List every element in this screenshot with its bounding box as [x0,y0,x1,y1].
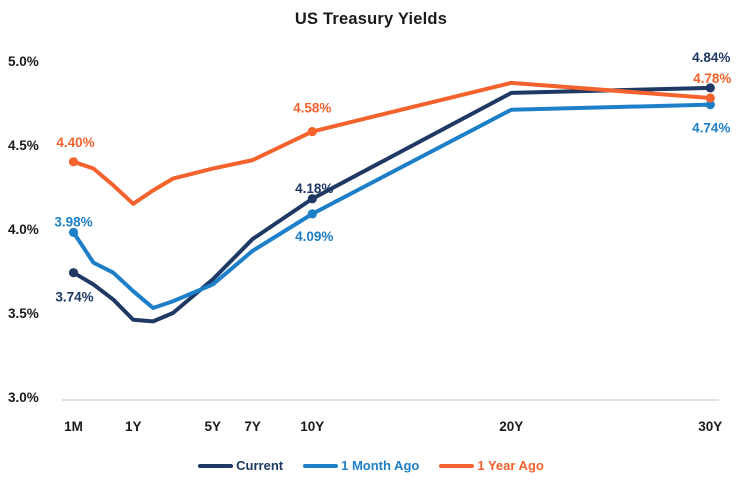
data-point-label-current-10y: 4.18% [295,181,333,196]
y-axis-tick-label: 3.5% [8,306,39,321]
series-line-1-month-ago [71,102,713,310]
legend-line-swatch-current [198,463,234,468]
data-point-marker-1-year-ago-10y [307,126,317,137]
x-axis-tick-label: 20Y [499,419,523,434]
legend-item-current: Current [198,458,283,473]
x-axis-tick-label: 10Y [300,419,324,434]
x-axis-tick-label: 1M [64,419,83,434]
data-point-label-current-1m: 3.74% [55,290,93,305]
data-point-marker-1-month-ago-30y [705,100,715,110]
legend-label-1-month-ago: 1 Month Ago [341,458,420,473]
data-point-label-1-year-ago-1m: 4.40% [56,135,94,150]
data-point-marker-1-month-ago-1m [68,227,79,237]
data-point-label-1-year-ago-30y: 4.78% [693,71,731,86]
y-axis-tick-label: 3.0% [8,390,39,405]
y-axis-tick-label: 4.0% [8,222,39,237]
x-axis-tick-label: 1Y [125,419,142,434]
x-axis-tick-label: 5Y [205,419,222,434]
data-point-marker-current-30y [705,83,715,93]
series-line-1-year-ago [71,80,713,206]
legend-line-swatch-1-year-ago [439,463,475,468]
data-point-marker-1-year-ago-30y [705,93,715,103]
x-axis-tick-label: 7Y [244,419,261,434]
x-axis-tick-label: 30Y [698,419,722,434]
data-point-marker-1-year-ago-1m [68,157,79,167]
data-point-marker-current-1m [68,268,79,278]
legend-item-1-year-ago: 1 Year Ago [439,458,544,473]
chart-legend: Current 1 Month Ago 1 Year Ago [0,458,742,473]
data-point-marker-current-10y [307,194,317,204]
legend-label-current: Current [236,458,284,473]
chart-title: US Treasury Yields [294,10,448,28]
data-point-label-1-month-ago-30y: 4.74% [692,121,730,136]
y-axis-tick-label: 4.5% [8,138,39,153]
y-axis-tick-label: 5.0% [8,54,39,69]
legend-item-1-month-ago: 1 Month Ago [303,458,419,473]
data-point-label-1-month-ago-10y: 4.09% [295,229,333,244]
legend-line-swatch-1-month-ago [303,463,339,468]
data-point-label-current-30y: 4.84% [692,50,730,65]
data-point-label-1-month-ago-1m: 3.98% [54,214,92,229]
series-line-current [71,85,713,324]
data-point-marker-1-month-ago-10y [307,209,317,219]
data-point-label-1-year-ago-10y: 4.58% [293,101,331,116]
legend-label-1-year-ago: 1 Year Ago [477,458,544,473]
